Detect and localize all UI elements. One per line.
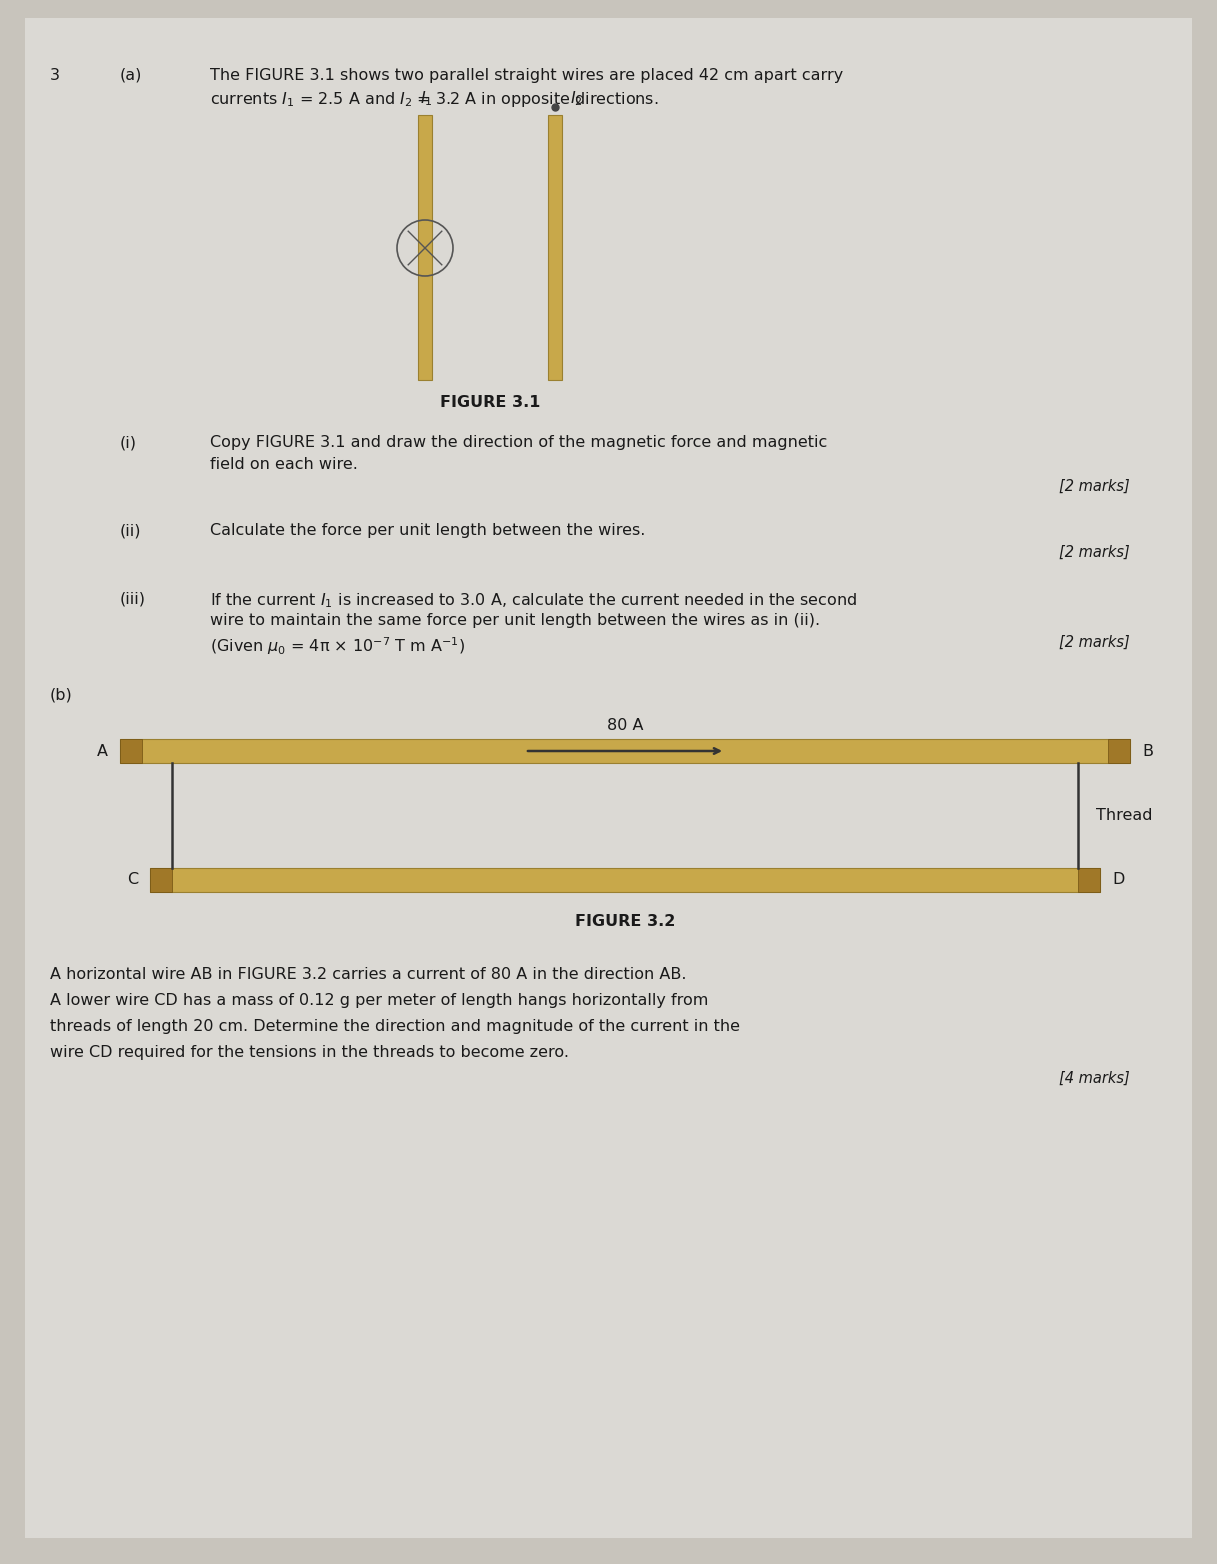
Text: [2 marks]: [2 marks]	[1059, 544, 1131, 560]
Text: (iii): (iii)	[120, 591, 146, 605]
Bar	[417, 116, 432, 380]
Text: B: B	[1142, 743, 1152, 759]
Text: Copy FIGURE 3.1 and draw the direction of the magnetic force and magnetic: Copy FIGURE 3.1 and draw the direction o…	[211, 435, 828, 450]
Text: (b): (b)	[50, 687, 73, 702]
Bar	[150, 868, 172, 891]
Text: A lower wire CD has a mass of 0.12 g per meter of length hangs horizontally from: A lower wire CD has a mass of 0.12 g per…	[50, 993, 708, 1009]
Text: (a): (a)	[120, 67, 142, 83]
Text: wire CD required for the tensions in the threads to become zero.: wire CD required for the tensions in the…	[50, 1045, 570, 1060]
Text: field on each wire.: field on each wire.	[211, 457, 358, 472]
Text: [2 marks]: [2 marks]	[1059, 479, 1131, 494]
Bar	[1078, 868, 1100, 891]
Text: threads of length 20 cm. Determine the direction and magnitude of the current in: threads of length 20 cm. Determine the d…	[50, 1020, 740, 1034]
Text: (Given $\mu_0$ = 4π × 10$^{-7}$ T m A$^{-1}$): (Given $\mu_0$ = 4π × 10$^{-7}$ T m A$^{…	[211, 635, 465, 657]
Bar	[120, 740, 1131, 763]
Text: A horizontal wire AB in FIGURE 3.2 carries a current of 80 A in the direction AB: A horizontal wire AB in FIGURE 3.2 carri…	[50, 967, 686, 982]
Text: [2 marks]: [2 marks]	[1059, 635, 1131, 651]
Text: A: A	[97, 743, 108, 759]
Text: C: C	[127, 873, 138, 887]
Text: currents $I_1$ = 2.5 A and $I_2$ = 3.2 A in opposite directions.: currents $I_1$ = 2.5 A and $I_2$ = 3.2 A…	[211, 91, 658, 109]
Text: Thread: Thread	[1097, 809, 1152, 823]
Text: (i): (i)	[120, 435, 138, 450]
Text: wire to maintain the same force per unit length between the wires as in (ii).: wire to maintain the same force per unit…	[211, 613, 820, 629]
Text: If the current $I_1$ is increased to 3.0 A, calculate the current needed in the : If the current $I_1$ is increased to 3.0…	[211, 591, 857, 610]
Text: D: D	[1112, 873, 1125, 887]
Bar	[548, 116, 562, 380]
Text: 80 A: 80 A	[607, 718, 644, 734]
Text: FIGURE 3.1: FIGURE 3.1	[439, 396, 540, 410]
Bar	[1107, 740, 1131, 763]
Bar	[150, 868, 1100, 891]
Text: 3: 3	[50, 67, 60, 83]
Text: $I_2$: $I_2$	[570, 89, 583, 108]
FancyBboxPatch shape	[26, 19, 1191, 1537]
Text: FIGURE 3.2: FIGURE 3.2	[574, 913, 675, 929]
Text: Calculate the force per unit length between the wires.: Calculate the force per unit length betw…	[211, 522, 645, 538]
Text: [4 marks]: [4 marks]	[1059, 1071, 1131, 1085]
Text: $I_1$: $I_1$	[420, 89, 433, 108]
Bar	[120, 740, 142, 763]
Text: The FIGURE 3.1 shows two parallel straight wires are placed 42 cm apart carry: The FIGURE 3.1 shows two parallel straig…	[211, 67, 843, 83]
Text: (ii): (ii)	[120, 522, 141, 538]
